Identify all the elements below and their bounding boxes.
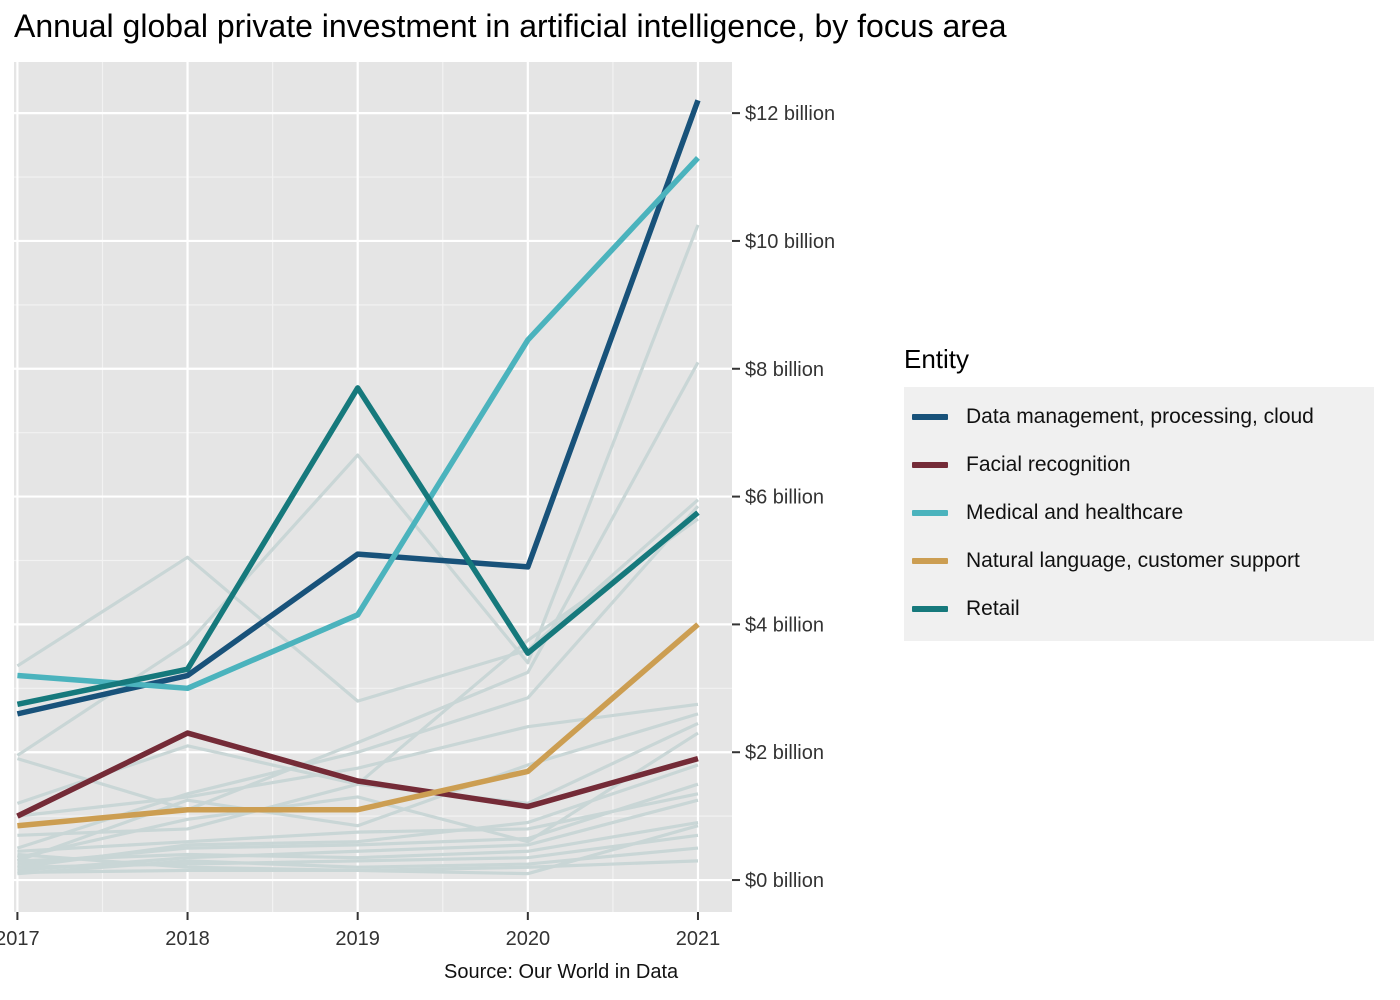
background-series-line [16, 361, 700, 812]
y-tick-label: $4 billion [745, 614, 824, 636]
legend-item-natural-language-customer-support: Natural language, customer support [904, 537, 1374, 585]
legend-item-data-management-processing-cloud: Data management, processing, cloud [904, 393, 1374, 441]
x-axis: 2017 2018 2019 2020 2021 [0, 912, 720, 950]
major-gridlines [14, 62, 732, 912]
source-note: Source: Our World in Data [444, 961, 679, 983]
legend-swatch [904, 585, 956, 633]
series-line-natural-language-customer-support [17, 622, 700, 829]
background-series-line [17, 820, 699, 863]
background-series-line [16, 712, 699, 863]
legend-label: Natural language, customer support [966, 549, 1300, 572]
highlighted-series-group [16, 99, 701, 829]
legend-title: Entity [904, 344, 970, 374]
y-tick-label: $0 billion [745, 870, 824, 892]
background-series-group [16, 224, 700, 876]
legend-swatch [904, 441, 956, 489]
y-tick-label: $10 billion [745, 231, 835, 253]
legend-swatch [904, 489, 956, 537]
background-series-line [16, 505, 700, 850]
legend-swatch [904, 393, 956, 441]
y-tick-label: $12 billion [745, 103, 835, 125]
y-axis-right: $0 billion $2 billion $4 billion $6 billion… [732, 103, 835, 892]
y-tick-label: $8 billion [745, 359, 824, 381]
legend-label: Retail [966, 597, 1020, 620]
x-tick-label: 2020 [506, 928, 551, 950]
chart-title: Annual global private investment in arti… [14, 8, 1007, 44]
legend-label: Medical and healthcare [966, 501, 1184, 524]
legend-label: Data management, processing, cloud [966, 405, 1314, 428]
series-line-retail [16, 385, 700, 707]
background-series-line [17, 792, 699, 853]
legend-item-medical-and-healthcare: Medical and healthcare [904, 489, 1374, 537]
series-line-medical-and-healthcare [17, 155, 700, 692]
background-series-line [17, 824, 699, 876]
legend-swatch [904, 537, 956, 585]
x-tick-label: 2021 [676, 928, 721, 950]
series-line-facial-recognition [16, 730, 699, 819]
y-tick-label: $2 billion [745, 742, 824, 764]
legend-label: Facial recognition [966, 453, 1131, 476]
background-series-line [17, 731, 699, 860]
background-series-line [17, 763, 699, 869]
y-tick-label: $6 billion [745, 487, 824, 509]
legend-item-retail: Retail [904, 585, 1374, 633]
x-tick-label: 2017 [0, 928, 40, 950]
x-tick-label: 2018 [165, 928, 210, 950]
legend-item-facial-recognition: Facial recognition [904, 441, 1374, 489]
legend: Entity Data management, processing, clou… [904, 344, 1374, 641]
x-tick-label: 2019 [335, 928, 380, 950]
legend-keys: Data management, processing, cloud Facial… [904, 387, 1374, 641]
series-line-data-management-processing-cloud [16, 99, 701, 717]
